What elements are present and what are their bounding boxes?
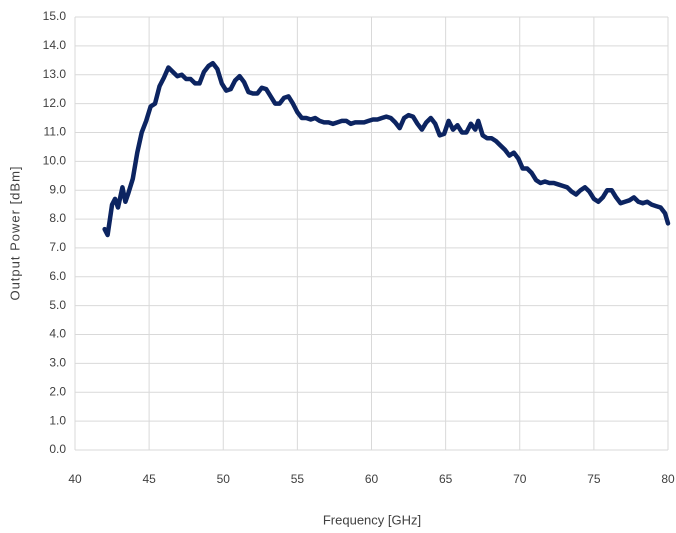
y-tick-label: 9.0: [49, 182, 66, 196]
y-tick-label: 4.0: [49, 327, 66, 341]
y-tick-label: 14.0: [43, 38, 67, 52]
x-axis-title: Frequency [GHz]: [323, 512, 421, 527]
y-tick-label: 13.0: [43, 67, 67, 81]
x-tick-label: 40: [68, 472, 82, 486]
y-tick-label: 10.0: [43, 154, 67, 168]
x-tick-label: 65: [439, 472, 453, 486]
x-tick-label: 50: [217, 472, 231, 486]
series-line: [102, 60, 671, 238]
x-tick-label: 70: [513, 472, 527, 486]
y-tick-label: 2.0: [49, 384, 66, 398]
y-tick-label: 5.0: [49, 298, 66, 312]
y-tick-label: 0.0: [49, 442, 66, 456]
x-tick-label: 45: [142, 472, 156, 486]
y-tick-label: 12.0: [43, 96, 67, 110]
y-tick-label: 3.0: [49, 356, 66, 370]
y-tick-label: 15.0: [43, 9, 67, 23]
y-tick-label: 6.0: [49, 269, 66, 283]
x-tick-label: 75: [587, 472, 601, 486]
x-tick-label: 60: [365, 472, 379, 486]
y-tick-label: 1.0: [49, 413, 66, 427]
x-tick-label: 80: [661, 472, 675, 486]
y-axis-title: Output Power [dBm]: [7, 165, 22, 300]
y-tick-label: 8.0: [49, 211, 66, 225]
y-tick-label: 11.0: [44, 125, 67, 139]
x-tick-label: 55: [291, 472, 305, 486]
y-tick-label: 7.0: [49, 240, 66, 254]
